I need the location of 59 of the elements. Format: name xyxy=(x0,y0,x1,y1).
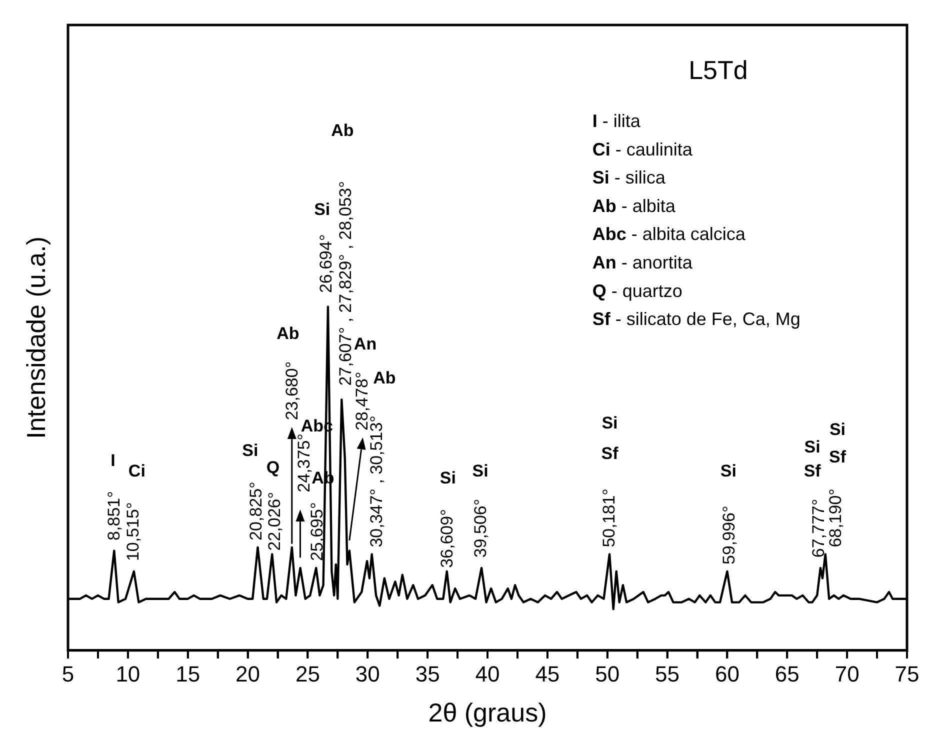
text: Si xyxy=(314,200,330,220)
x-tick-label: 35 xyxy=(415,662,440,687)
text: Si - silica xyxy=(592,168,666,188)
chart-title: L5Td xyxy=(688,55,748,86)
annotation: 20,825° xyxy=(246,482,266,540)
annotation: Sf xyxy=(804,461,822,480)
x-tick-label: 75 xyxy=(894,662,920,687)
y-axis-title: Intensidade (u.a.) xyxy=(21,236,52,439)
x-tick-label: 45 xyxy=(535,662,560,687)
annotation: 50,181° xyxy=(599,488,618,548)
x-tick-label: 70 xyxy=(834,662,860,687)
annotation: Sf xyxy=(828,448,846,467)
annotation: 23,680° xyxy=(282,361,302,420)
annotation: Ab xyxy=(276,324,300,343)
text: Ab xyxy=(331,121,354,140)
x-tick-label: 5 xyxy=(62,662,74,687)
text: Abc - albita calcica xyxy=(592,224,746,244)
text: Ab - albita xyxy=(592,196,676,216)
x-tick-label: 15 xyxy=(176,662,200,687)
annotation: 22,026° xyxy=(265,492,284,551)
annotation: Q xyxy=(266,458,280,477)
annotation: Sf xyxy=(601,444,619,464)
annotation: Si xyxy=(829,420,846,440)
x-tick-label: 10 xyxy=(116,662,140,687)
annotation: 67,777° xyxy=(809,498,828,558)
annotation: An xyxy=(354,334,377,354)
annotation: Si xyxy=(472,461,488,480)
x-tick-label: 60 xyxy=(714,662,740,687)
text: Ci - caulinita xyxy=(592,139,694,160)
x-axis-title: 2θ (graus) xyxy=(428,698,547,728)
annotation: 25,695° xyxy=(308,502,327,562)
annotation: 39,506° xyxy=(471,498,490,558)
x-tick-label: 25 xyxy=(295,662,320,687)
x-tick-label: 65 xyxy=(774,662,800,687)
annotation: 36,609° xyxy=(438,509,457,568)
annotation: Si xyxy=(720,461,736,480)
annotation: 8,851° xyxy=(104,491,124,540)
annotation: I xyxy=(110,451,116,470)
text: I - ilita xyxy=(592,110,642,131)
x-tick-label: 55 xyxy=(655,662,680,687)
annotation: Si xyxy=(602,413,618,432)
annotation: 30,347° , 30,513° xyxy=(366,416,386,548)
text: Q - quartzo xyxy=(592,280,682,301)
annotation: 10,515° xyxy=(124,502,143,562)
annotation: 68,190° xyxy=(826,488,845,548)
annotation: Sf - silicato de Fe, Ca, Mg xyxy=(592,309,800,330)
annotation: Ci xyxy=(128,461,146,480)
text: 26,694° xyxy=(316,234,336,294)
annotation: 59,996° xyxy=(719,506,738,564)
annotation: Ab xyxy=(373,368,396,388)
text: An - anortita xyxy=(592,252,694,272)
x-tick-label: 30 xyxy=(355,662,380,687)
annotation: 27,607° , 27,829° , 28,053° xyxy=(336,181,355,386)
x-tick-label: 40 xyxy=(475,662,500,687)
annotation: Si xyxy=(804,437,820,456)
annotation: Si xyxy=(440,468,456,488)
annotation: Si xyxy=(242,440,258,460)
x-tick-label: 50 xyxy=(595,662,620,687)
x-tick-label: 20 xyxy=(236,662,260,687)
